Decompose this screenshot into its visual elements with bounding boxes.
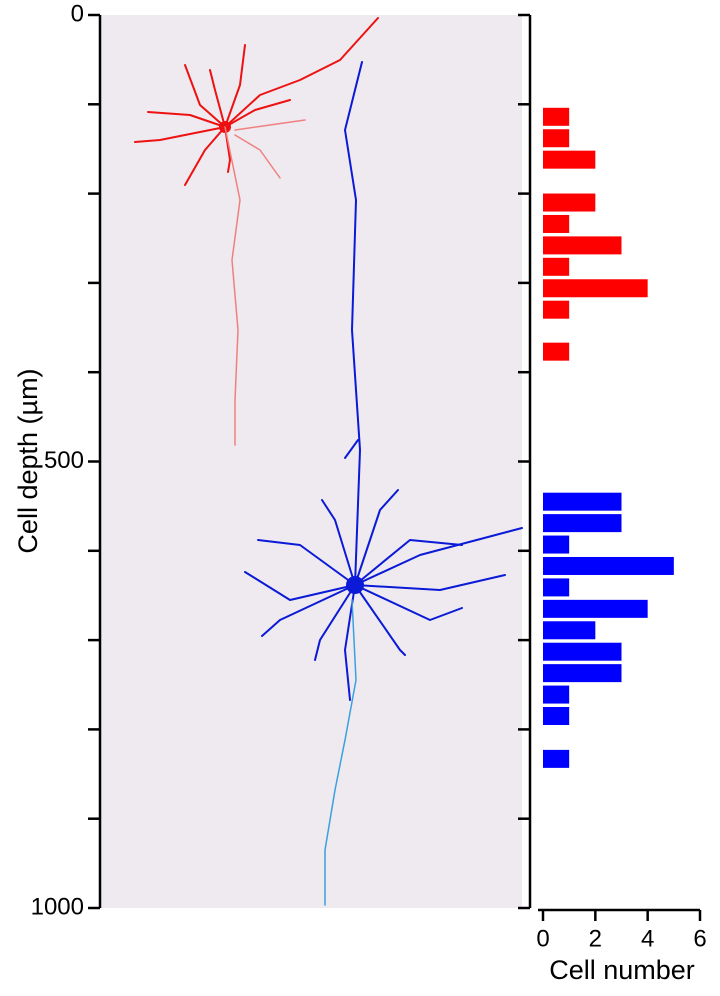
red-axon xyxy=(224,119,306,446)
bar xyxy=(543,642,622,661)
x-tick-label: 2 xyxy=(589,925,602,952)
bar xyxy=(543,279,648,298)
bar xyxy=(543,535,570,554)
y-tick-label: 500 xyxy=(44,447,84,474)
bar xyxy=(543,621,596,640)
x-tick-label: 6 xyxy=(693,925,706,952)
bar xyxy=(543,193,596,212)
image-panel xyxy=(100,15,522,908)
bar xyxy=(543,236,622,255)
blue-axon xyxy=(324,599,357,906)
blue-neuron xyxy=(244,61,523,701)
x-axis-label: Cell number xyxy=(549,955,695,985)
bar xyxy=(543,556,674,575)
bar xyxy=(543,578,570,597)
bar xyxy=(543,492,622,511)
bar xyxy=(543,129,570,148)
bar xyxy=(543,749,570,768)
bar xyxy=(543,707,570,726)
y-axis-label: Cell depth (µm) xyxy=(13,368,43,553)
y-tick-label: 1000 xyxy=(31,893,84,920)
bar xyxy=(543,214,570,233)
y-tick-label: 0 xyxy=(71,0,84,27)
bar xyxy=(543,107,570,126)
bar xyxy=(543,300,570,319)
x-tick-label: 0 xyxy=(536,925,549,952)
bar xyxy=(543,685,570,704)
bar xyxy=(543,514,622,533)
bar xyxy=(543,664,622,683)
bar xyxy=(543,150,596,169)
bar xyxy=(543,342,570,361)
bar xyxy=(543,599,648,618)
x-tick-label: 4 xyxy=(641,925,654,952)
bar xyxy=(543,257,570,276)
